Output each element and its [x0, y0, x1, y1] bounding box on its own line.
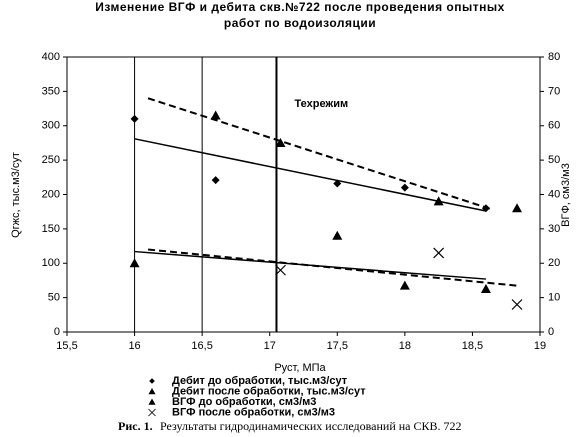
x-marker: [433, 247, 445, 259]
triangle-marker: [148, 388, 156, 395]
triangle-marker: [332, 230, 343, 240]
y2-axis-label: ВГФ, см3/м3: [560, 163, 572, 227]
y2-tick-label: 0: [548, 326, 554, 338]
triangle-marker: [480, 284, 491, 294]
y-tick-label: 100: [42, 257, 60, 269]
x-tick-label: 16: [128, 340, 140, 352]
y-tick-label: 150: [42, 223, 60, 235]
trend-line: [147, 248, 520, 287]
legend-label: ВГФ до обработки, см3/м3: [172, 396, 316, 408]
caption-text: Результаты гидродинамических исследовани…: [160, 419, 462, 433]
trend-line: [134, 138, 487, 212]
y-tick-label: 250: [42, 154, 60, 166]
x-tick-label: 18: [399, 340, 411, 352]
triangle-marker: [275, 137, 286, 147]
triangle-marker: [433, 196, 444, 206]
triangle-marker: [210, 110, 221, 120]
x-tick-label: 17: [264, 340, 276, 352]
y-tick-label: 300: [42, 120, 60, 132]
y-tick-label: 400: [42, 51, 60, 63]
diamond-marker: [333, 179, 342, 188]
trend-line: [147, 97, 494, 211]
diamond-marker: [130, 114, 139, 123]
legend-label: Дебит после обработки, тыс.м3/сут: [172, 385, 366, 397]
x-tick-label: 16,5: [191, 340, 212, 352]
legend-label: ВГФ после обработки, см3/м3: [172, 406, 335, 418]
chart-title-line: работ по водоизоляции: [224, 16, 376, 30]
x-tick-label: 15,5: [56, 340, 77, 352]
y2-tick-label: 80: [548, 51, 560, 63]
triangle-marker: [148, 398, 156, 405]
y-tick-label: 350: [42, 85, 60, 97]
y-tick-label: 50: [48, 292, 60, 304]
diamond-marker: [211, 176, 220, 185]
y-tick-label: 0: [54, 326, 60, 338]
y2-tick-label: 50: [548, 154, 560, 166]
x-tick-label: 17,5: [327, 340, 348, 352]
regime-label: Техрежим: [294, 98, 348, 110]
x-axis-label: Руст, МПа: [274, 362, 326, 374]
legend-label: Дебит до обработки, тыс.м3/сут: [172, 375, 348, 387]
trend-line: [134, 250, 487, 280]
y2-tick-label: 40: [548, 188, 560, 200]
diamond-marker: [149, 378, 155, 384]
x-marker: [148, 408, 156, 417]
triangle-marker: [399, 280, 410, 290]
diamond-marker: [481, 204, 490, 213]
y-axis-label: Qгжс, тыс.м3/сут: [10, 152, 22, 238]
x-tick-label: 19: [534, 340, 546, 352]
y2-tick-label: 20: [548, 257, 560, 269]
y2-tick-label: 60: [548, 120, 560, 132]
caption-label: Рис. 1.: [118, 419, 153, 433]
y2-tick-label: 10: [548, 292, 560, 304]
x-marker: [511, 299, 523, 310]
x-marker: [275, 264, 286, 276]
x-tick-label: 18,5: [462, 340, 483, 352]
diamond-marker: [400, 183, 409, 192]
y2-tick-label: 30: [548, 223, 560, 235]
triangle-marker: [512, 203, 523, 213]
y2-tick-label: 70: [548, 85, 560, 97]
chart-title-line: Изменение ВГФ и дебита скв.№722 после пр…: [95, 0, 505, 14]
triangle-marker: [129, 258, 140, 268]
y-tick-label: 200: [42, 188, 60, 200]
